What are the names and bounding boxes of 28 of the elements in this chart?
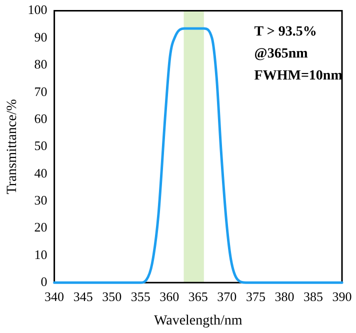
x-tick-label: 380 bbox=[274, 288, 294, 304]
annotation: FWHM=10nm bbox=[254, 68, 343, 84]
x-tick-label: 360 bbox=[160, 288, 180, 304]
y-tick-label: 30 bbox=[34, 192, 48, 208]
x-tick-label: 340 bbox=[44, 288, 64, 304]
x-tick-label: 345 bbox=[73, 288, 93, 304]
x-tick-label: 365 bbox=[188, 288, 208, 304]
x-tick-label: 375 bbox=[246, 288, 266, 304]
x-tick-label: 370 bbox=[217, 288, 237, 304]
y-tick-label: 50 bbox=[34, 138, 48, 154]
y-tick-label: 20 bbox=[34, 220, 48, 235]
y-tick-label: 0 bbox=[40, 274, 48, 290]
y-tick-label: 40 bbox=[34, 165, 48, 180]
y-tick-label: 10 bbox=[34, 246, 48, 262]
y-axis-title: Transmittance/% bbox=[5, 98, 20, 194]
y-tick-label: 70 bbox=[34, 84, 48, 99]
y-tick-label: 80 bbox=[34, 56, 48, 72]
y-tick-label: 60 bbox=[34, 110, 48, 126]
y-tick-label: 90 bbox=[34, 29, 48, 44]
annotation: T > 93.5% bbox=[254, 24, 317, 40]
line-series bbox=[53, 27, 344, 284]
x-tick-label: 390 bbox=[332, 288, 352, 304]
x-tick-label: 355 bbox=[130, 288, 150, 304]
x-axis-title: Wavelength/nm bbox=[154, 313, 242, 328]
y-tick-label: 100 bbox=[28, 2, 48, 18]
x-tick-label: 385 bbox=[303, 288, 323, 304]
x-tick-label: 350 bbox=[102, 288, 122, 304]
annotation: @365nm bbox=[254, 46, 308, 62]
